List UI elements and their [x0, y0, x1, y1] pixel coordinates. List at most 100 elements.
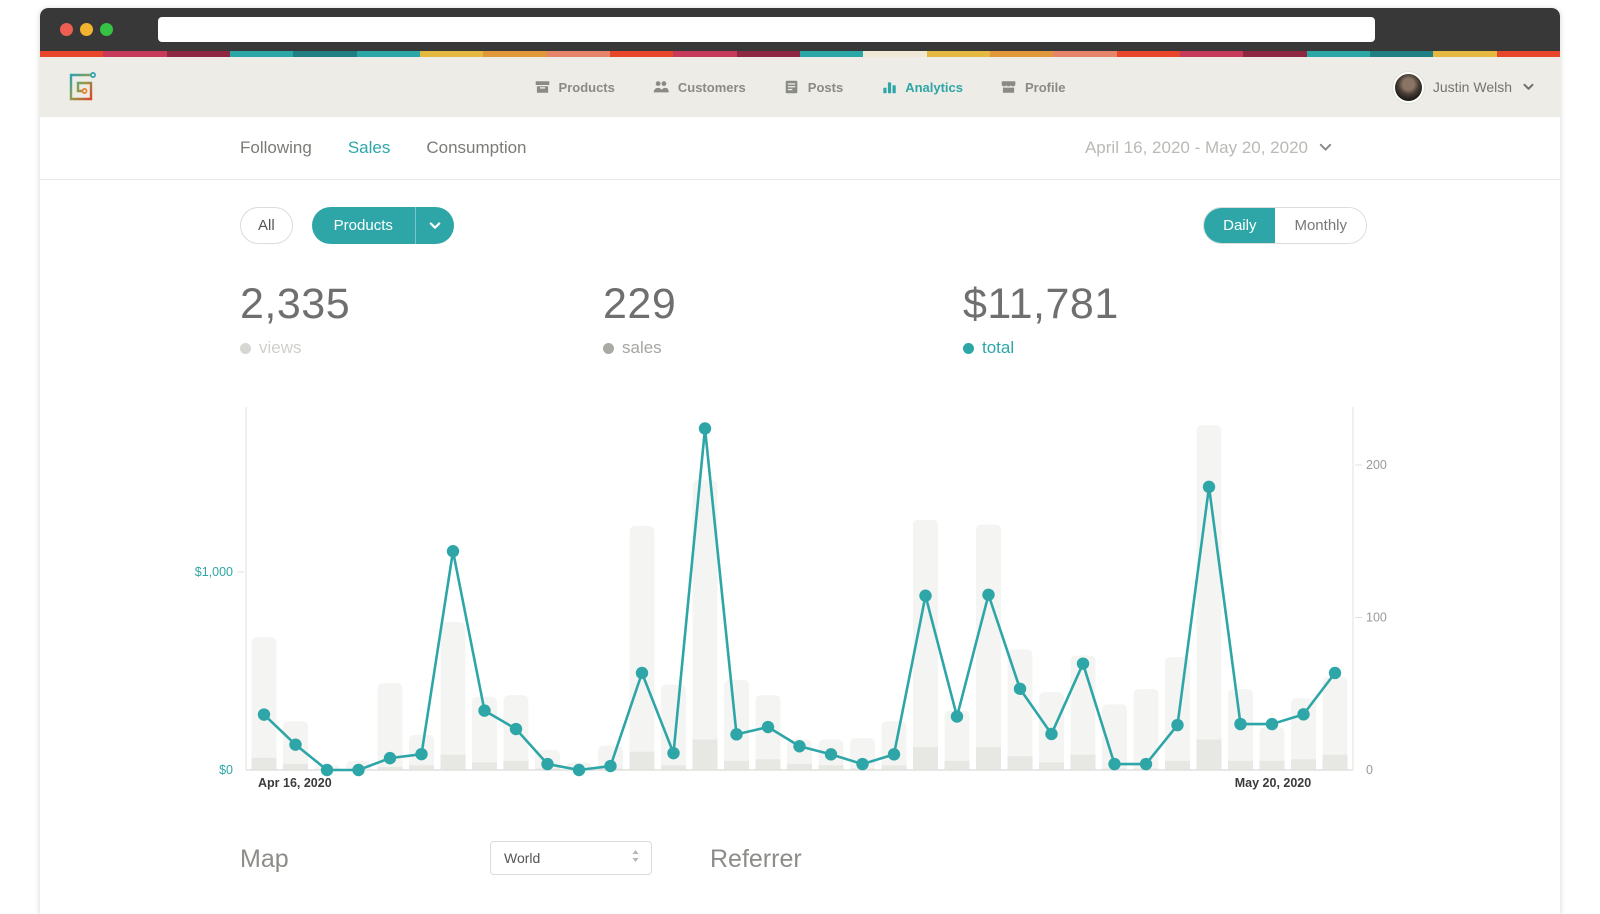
nav-item-profile[interactable]: Profile	[1001, 79, 1065, 95]
sales-bar	[944, 760, 970, 770]
sales-bar	[377, 766, 403, 770]
revenue-point[interactable]	[856, 757, 869, 771]
nav-item-products[interactable]: Products	[535, 79, 615, 95]
sales-bar	[787, 763, 812, 770]
revenue-point[interactable]	[572, 763, 586, 777]
filter-all-button[interactable]: All	[240, 207, 293, 244]
tab-following[interactable]: Following	[240, 138, 312, 157]
sales-bar	[1070, 754, 1096, 770]
bar-chart-icon	[881, 79, 897, 95]
sales-bar	[1259, 760, 1285, 770]
sales-bar	[629, 751, 655, 770]
sales-bar	[1039, 762, 1064, 770]
revenue-point[interactable]	[1234, 717, 1247, 731]
box-icon	[535, 79, 551, 95]
revenue-point[interactable]	[982, 588, 995, 601]
revenue-point[interactable]	[887, 748, 901, 761]
referrer-title: Referrer	[710, 845, 802, 873]
revenue-point[interactable]	[604, 759, 617, 773]
revenue-point[interactable]	[1108, 757, 1121, 771]
revenue-point[interactable]	[1202, 480, 1216, 494]
avatar	[1394, 73, 1422, 101]
revenue-point[interactable]	[635, 666, 649, 680]
sales-bar	[1007, 756, 1033, 770]
revenue-point[interactable]	[1265, 717, 1279, 731]
revenue-point[interactable]	[415, 747, 428, 761]
revenue-point[interactable]	[1076, 657, 1090, 670]
revenue-point[interactable]	[793, 740, 806, 753]
revenue-point[interactable]	[667, 746, 680, 760]
map-region-select[interactable]: World	[490, 841, 652, 875]
revenue-point[interactable]	[1139, 757, 1153, 771]
revenue-point[interactable]	[541, 757, 554, 771]
views-bar	[598, 745, 623, 770]
views-bar	[440, 622, 466, 770]
revenue-point[interactable]	[698, 422, 712, 435]
revenue-point[interactable]	[509, 722, 523, 736]
nav-item-posts[interactable]: Posts	[784, 79, 843, 95]
revenue-point[interactable]	[824, 748, 838, 761]
tab-consumption[interactable]: Consumption	[426, 138, 527, 157]
revenue-point[interactable]	[257, 708, 271, 721]
views-bar	[661, 684, 686, 770]
revenue-point[interactable]	[1328, 666, 1342, 680]
revenue-point[interactable]	[1013, 682, 1027, 696]
revenue-point[interactable]	[320, 763, 334, 777]
storefront-icon	[1001, 79, 1017, 95]
daily-button[interactable]: Daily	[1204, 208, 1276, 243]
filter-products-button[interactable]: Products	[311, 207, 454, 244]
revenue-point[interactable]	[1297, 708, 1310, 721]
chevron-down-icon	[1523, 78, 1534, 96]
date-range-picker[interactable]: April 16, 2020 - May 20, 2020	[1085, 138, 1332, 158]
revenue-point[interactable]	[730, 728, 743, 741]
bottom-sections: Map World Referrer	[40, 835, 1560, 885]
up-down-arrows-icon	[630, 848, 641, 869]
chevron-down-icon[interactable]	[416, 221, 454, 230]
views-bar	[1322, 676, 1348, 770]
sales-bar	[409, 765, 434, 770]
revenue-point[interactable]	[950, 710, 964, 723]
sales-bar	[503, 760, 529, 770]
sales-bar	[1228, 760, 1253, 770]
views-bar	[1007, 649, 1033, 770]
minimize-button[interactable]	[80, 23, 93, 36]
revenue-point[interactable]	[446, 545, 460, 558]
app-logo[interactable]	[62, 68, 100, 106]
sales-bar	[472, 762, 497, 770]
sales-bar	[818, 765, 844, 770]
svg-text:$0: $0	[219, 763, 233, 777]
nav-item-customers[interactable]: Customers	[653, 79, 746, 95]
sales-bar	[976, 747, 1001, 770]
total-dot	[963, 342, 974, 354]
revenue-point[interactable]	[383, 751, 397, 765]
sales-bar	[1165, 760, 1190, 770]
url-bar[interactable]	[158, 17, 1375, 42]
sales-dot	[603, 342, 614, 354]
monthly-button[interactable]: Monthly	[1275, 208, 1366, 243]
sales-chart: $1,000 $0 200 100 0 Apr 16, 2020 May 20, 2020	[195, 407, 1387, 790]
revenue-point[interactable]	[478, 704, 491, 717]
nav-item-analytics[interactable]: Analytics	[881, 79, 963, 95]
total-value: $11,781	[963, 280, 1119, 328]
revenue-point[interactable]	[919, 589, 932, 602]
revenue-point[interactable]	[761, 720, 775, 734]
zoom-button[interactable]	[100, 23, 113, 36]
sales-bar	[1291, 759, 1316, 770]
views-stat: 2,335 views	[240, 280, 603, 358]
sales-bar	[661, 765, 686, 770]
user-menu[interactable]: Justin Welsh	[1394, 73, 1534, 101]
views-bar	[1133, 689, 1159, 770]
sales-bar	[251, 757, 277, 770]
revenue-point[interactable]	[289, 738, 302, 751]
svg-text:$1,000: $1,000	[195, 565, 233, 579]
views-bar	[1070, 655, 1096, 770]
views-bar	[944, 710, 970, 770]
tab-sales[interactable]: Sales	[347, 138, 391, 157]
revenue-point[interactable]	[1045, 727, 1058, 741]
close-button[interactable]	[60, 23, 73, 36]
chevron-down-icon	[1319, 139, 1332, 157]
views-value: 2,335	[240, 280, 351, 328]
revenue-point[interactable]	[352, 763, 365, 777]
revenue-point[interactable]	[1171, 718, 1184, 732]
views-bar	[1165, 657, 1190, 770]
